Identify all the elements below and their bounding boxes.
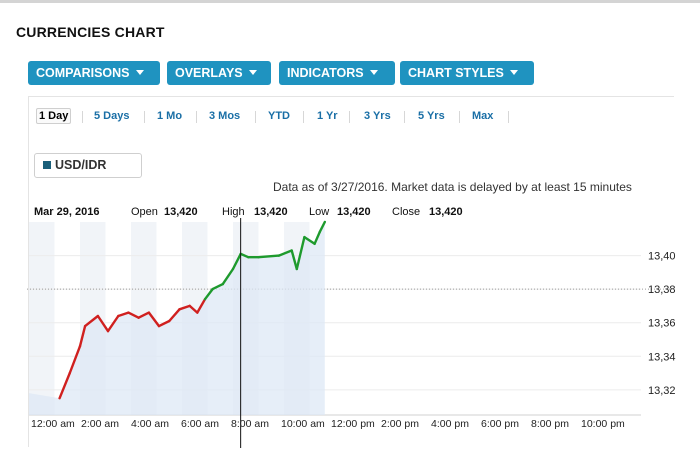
ohlc-date: Mar 29, 2016 (34, 206, 100, 218)
separator (255, 111, 256, 123)
x-tick-label: 2:00 pm (381, 418, 419, 430)
x-tick-label: 2:00 am (81, 418, 119, 430)
price-line-segment (178, 304, 191, 311)
price-line-segment (231, 252, 242, 271)
price-line-segment (277, 249, 293, 257)
range-ytd[interactable]: YTD (268, 110, 290, 122)
price-line-segment (211, 282, 225, 291)
price-line-segment (127, 311, 140, 319)
data-as-of-notice: Data as of 3/27/2016. Market data is del… (273, 180, 632, 194)
symbol-legend[interactable]: USD/IDR (34, 153, 142, 178)
price-line-segment (157, 319, 171, 328)
price-line-segment (168, 308, 181, 323)
high-value: 13,420 (254, 206, 288, 218)
price-line-segment (188, 304, 199, 314)
range-1-day[interactable]: 1 Day (36, 108, 72, 124)
price-line-segment (137, 311, 151, 319)
separator (196, 111, 197, 123)
area-fill (29, 222, 325, 415)
chevron-down-icon (135, 70, 144, 76)
price-line-segment (83, 314, 100, 328)
x-tick-label: 6:00 am (181, 418, 219, 430)
low-value: 13,420 (337, 206, 371, 218)
chart-panel (28, 96, 674, 447)
separator (144, 111, 145, 123)
range-1-yr[interactable]: 1 Yr (317, 110, 338, 122)
price-line-segment (196, 298, 207, 314)
y-tick-label: 13,38 (648, 284, 676, 296)
y-tick-label: 13,32 (648, 385, 676, 397)
high-label: High (222, 206, 245, 218)
x-tick-label: 10:00 pm (581, 418, 625, 430)
price-line-segment (106, 314, 120, 333)
separator (508, 111, 509, 123)
price-line-segment (221, 267, 235, 286)
range-3-yrs[interactable]: 3 Yrs (364, 110, 391, 122)
separator (349, 111, 350, 123)
price-line-segment (203, 287, 214, 301)
low-label: Low (309, 206, 330, 218)
range-1-mo[interactable]: 1 Mo (157, 110, 183, 122)
price-line-segment (117, 311, 130, 318)
price-line-segment (295, 235, 306, 271)
price-line-segment (239, 252, 250, 259)
y-tick-label: 13,34 (648, 351, 676, 363)
open-label: Open (131, 206, 158, 218)
close-label: Close (392, 206, 421, 218)
chart-styles-dropdown[interactable]: CHART STYLES (400, 61, 534, 85)
range-5-days[interactable]: 5 Days (94, 110, 130, 122)
series-swatch (43, 160, 51, 169)
price-line-segment (68, 345, 82, 375)
x-tick-label: 8:00 am (231, 418, 269, 430)
separator (404, 111, 405, 123)
price-line-segment (257, 254, 281, 259)
overlays-label: OVERLAYS (175, 66, 243, 80)
x-tick-label: 4:00 am (131, 418, 169, 430)
x-tick-label: 4:00 pm (431, 418, 469, 430)
range-5-yrs[interactable]: 5 Yrs (418, 110, 445, 122)
x-tick-label: 12:00 am (31, 418, 75, 430)
separator (303, 111, 304, 123)
comparisons-label: COMPARISONS (36, 66, 130, 80)
price-line-segment (147, 311, 161, 328)
price-line-segment (78, 324, 87, 348)
price-line-segment (318, 220, 326, 234)
x-tick-label: 12:00 pm (331, 418, 375, 430)
page-title: CURRENCIES CHART (16, 24, 165, 40)
price-line-segment (96, 314, 110, 333)
overlays-dropdown[interactable]: OVERLAYS (167, 61, 271, 85)
x-tick-label: 6:00 pm (481, 418, 519, 430)
separator (82, 111, 83, 123)
x-tick-label: 10:00 am (281, 418, 325, 430)
chart-styles-label: CHART STYLES (408, 66, 504, 80)
chevron-down-icon (248, 70, 257, 76)
price-line-segment (313, 230, 321, 246)
chevron-down-icon (369, 70, 378, 76)
range-max[interactable]: Max (472, 110, 494, 122)
comparisons-dropdown[interactable]: COMPARISONS (28, 61, 160, 85)
range-3-mos[interactable]: 3 Mos (209, 110, 241, 122)
price-line-segment (303, 235, 316, 246)
y-tick-label: 13,36 (648, 318, 676, 330)
time-band (29, 222, 55, 415)
separator (459, 111, 460, 123)
price-line-segment (290, 249, 298, 271)
open-value: 13,420 (164, 206, 198, 218)
top-divider (0, 0, 700, 3)
y-tick-label: 13,40 (648, 251, 676, 263)
close-value: 13,420 (429, 206, 463, 218)
x-tick-label: 8:00 pm (531, 418, 569, 430)
symbol-label: USD/IDR (55, 158, 107, 172)
indicators-dropdown[interactable]: INDICATORS (279, 61, 395, 85)
indicators-label: INDICATORS (287, 66, 364, 80)
price-line-segment (58, 371, 72, 400)
chevron-down-icon (509, 70, 518, 76)
